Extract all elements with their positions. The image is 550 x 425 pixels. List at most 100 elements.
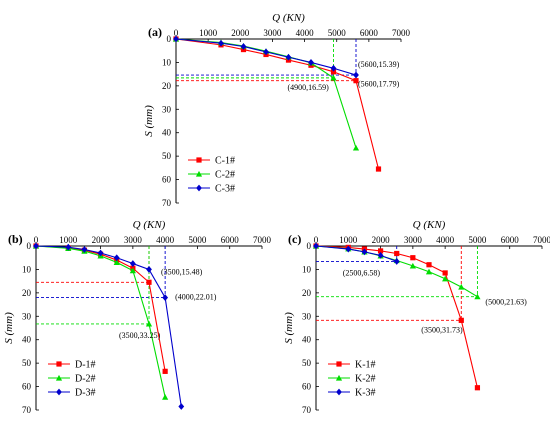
panel-c-legend-marker <box>336 361 342 367</box>
panel-c-ytick-label: 20 <box>302 288 312 298</box>
panel-a-series-2-point <box>352 144 360 151</box>
panel-b-series-2-point <box>162 394 169 400</box>
panel-a-legend-marker <box>196 157 202 163</box>
panel-c-ytick-label: 40 <box>302 335 312 345</box>
panel-c-xtick-label: 3000 <box>404 235 423 245</box>
panel-b-ytick-label: 30 <box>22 311 32 321</box>
panel-c-series-1-point <box>426 262 432 268</box>
panel-b-xtick-label: 6000 <box>221 235 240 245</box>
panel-c-xtick-label: 5000 <box>468 235 487 245</box>
panel-c-ytick-label: 50 <box>302 358 312 368</box>
panel-a-annotation: (4900,16.59) <box>288 83 330 92</box>
panel-c-legend-label: K-2# <box>355 374 376 385</box>
panel-b-series-3-point <box>178 403 185 410</box>
panel-c-series-2-point <box>442 275 449 282</box>
panel-c-annotation: (5000,21.63) <box>485 298 527 307</box>
panel-b-xtick-label: 1000 <box>59 235 78 245</box>
panel-a-ytick-label: 40 <box>162 128 172 138</box>
panel-a-ytick-label: 50 <box>162 151 172 161</box>
panel-b-series-3-point <box>97 249 104 257</box>
panel-b-xtick-label: 5000 <box>188 235 207 245</box>
panel-a-xtick-label: 4000 <box>296 28 315 38</box>
panel-b-ytick-label: 50 <box>22 358 32 368</box>
panel-a-series-1-line <box>175 38 380 170</box>
panel-a-series-1-point <box>353 78 359 84</box>
panel-b-series-2-line <box>35 245 166 398</box>
panel-a-legend-marker <box>195 170 203 177</box>
panel-c-legend-label: K-1# <box>355 360 376 371</box>
panel-c-ytick-label: 60 <box>302 382 312 392</box>
panel-c-series-1-point <box>394 250 400 257</box>
panel-b-series-3-point <box>146 266 152 273</box>
panel-a-series-3-line <box>175 38 357 76</box>
panel-a-series-3-point <box>263 48 269 56</box>
panel-a-ytick-label: 20 <box>162 81 172 91</box>
panel-c-series-3-point <box>393 258 400 265</box>
panel-b-xtick-label: 2000 <box>92 235 111 245</box>
panel-b-legend-marker <box>56 361 62 367</box>
panel-b-xtick-label: 0 <box>34 235 39 245</box>
panel-c-xtick-label: 1000 <box>339 235 358 245</box>
panel-b-x-axis-title: Q (KN) <box>133 219 166 231</box>
panel-b-legend-label: D-3# <box>75 388 96 399</box>
panel-b-legend-label: D-2# <box>75 374 96 385</box>
panel-a-series-3-point <box>308 59 314 66</box>
panel-a-series-3-point <box>173 35 179 43</box>
panel-c-series-1-point <box>458 317 464 323</box>
panel-c-series-2-point <box>474 293 481 300</box>
panel-a-annotation: (5600,15.39) <box>358 60 400 69</box>
panel-b-series-3-point <box>65 243 72 251</box>
panel-b-series-3-point <box>81 246 88 253</box>
panel-a-ytick-label: 0 <box>167 34 172 44</box>
panel-c-xtick-label: 2000 <box>372 235 391 245</box>
panel-a-annotation: (5600,17.79) <box>358 80 400 89</box>
panel-c-series-1-point <box>442 270 448 276</box>
panel-a-x-axis-title: Q (KN) <box>272 12 305 24</box>
panel-a-xtick-label: 0 <box>174 28 179 38</box>
panel-a-series-3-point <box>353 71 359 79</box>
panel-c-series-3-point <box>345 245 352 253</box>
panel-a-series-3-point <box>285 53 292 61</box>
panel-a-legend-label: C-2# <box>215 170 235 181</box>
panel-a-series-1-point <box>375 166 382 172</box>
panel-b-label: (b) <box>8 232 23 246</box>
panel-c-series-1-point <box>410 255 416 261</box>
panel-a-series-2-point <box>330 74 337 81</box>
panel-b-series-3-point <box>33 242 39 250</box>
panel-b-legend-label: D-1# <box>75 360 96 371</box>
panel-b-series-3-point <box>113 254 120 262</box>
panel-b-series-3-point <box>162 294 169 301</box>
panel-a-ytick-label: 30 <box>162 104 172 114</box>
panel-b-legend-marker <box>55 374 63 381</box>
panel-b-y-axis-title: S (mm) <box>3 312 15 344</box>
panel-b-ytick-label: 10 <box>22 264 32 274</box>
panel-c-xtick-label: 7000 <box>533 235 550 245</box>
panel-b-legend-marker <box>56 388 62 396</box>
panel-b-series-1-point <box>162 368 168 374</box>
panel-a-legend-label: C-1# <box>215 156 235 167</box>
panel-b-xtick-label: 3000 <box>124 235 143 245</box>
panel-a-xtick-label: 1000 <box>199 28 218 38</box>
panel-b-series-1-line <box>35 245 166 372</box>
panel-c-legend-marker <box>335 374 343 381</box>
panel-a-series-3-point <box>330 64 337 72</box>
panel-a-xtick-label: 7000 <box>392 28 411 38</box>
panel-c-series-3-point <box>377 251 384 259</box>
panel-a-legend-label: C-3# <box>215 184 235 195</box>
panel-a-series-3-point <box>240 43 247 50</box>
panel-c-legend-marker <box>336 388 342 396</box>
panel-c-ytick-label: 70 <box>302 405 312 415</box>
panel-b-ytick-label: 70 <box>22 405 32 415</box>
panel-b-ytick-label: 0 <box>27 241 32 251</box>
panel-c-xtick-label: 0 <box>314 235 319 245</box>
panel-b-ytick-label: 20 <box>22 288 32 298</box>
panel-a-legend-marker <box>196 184 202 192</box>
panel-c-x-axis-title: Q (KN) <box>413 219 446 231</box>
panel-a-xtick-label: 3000 <box>263 28 282 38</box>
panel-c-series-1-point <box>377 248 384 254</box>
panel-b-annotation: (4000,22.01) <box>175 293 217 302</box>
panel-a-xtick-label: 5000 <box>328 28 347 38</box>
panel-c-ytick-label: 10 <box>302 264 312 274</box>
panel-a-label: (a) <box>148 25 162 39</box>
